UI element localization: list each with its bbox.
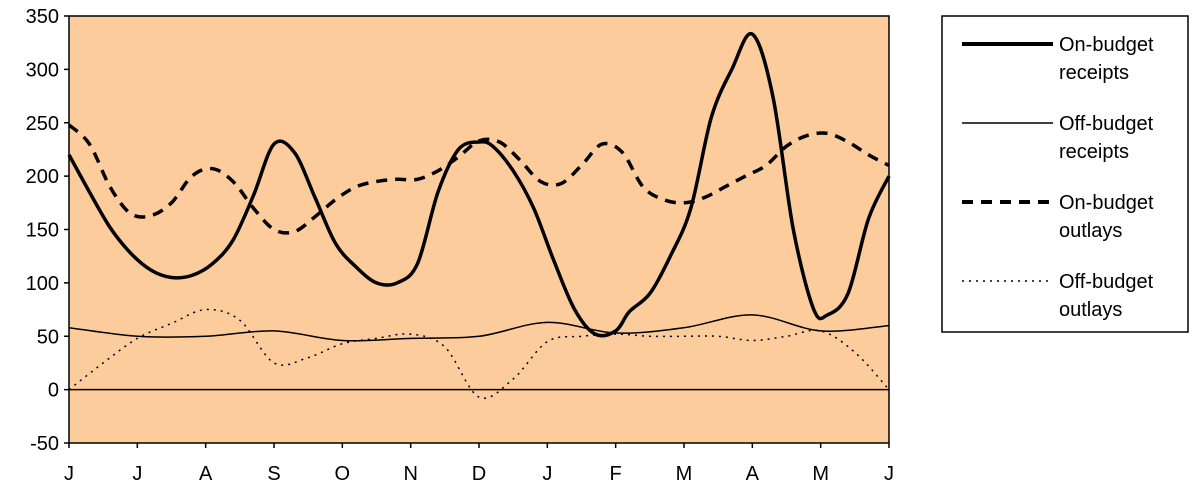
plot-area	[68, 15, 890, 444]
y-tick-label: 0	[48, 380, 59, 402]
x-tick-label: F	[610, 463, 622, 485]
x-tick-label: M	[676, 463, 693, 485]
y-tick-label: 250	[26, 113, 59, 135]
series-off-budget-receipts	[68, 314, 890, 342]
x-tick-label: J	[884, 463, 894, 485]
x-tick-label: D	[472, 463, 486, 485]
series-on-budget-receipts	[67, 32, 891, 338]
series-off-budget-outlays	[68, 308, 890, 399]
x-tick-label: J	[542, 463, 552, 485]
x-tick-label: M	[812, 463, 829, 485]
x-tick-label: S	[267, 463, 280, 485]
x-tick-label: J	[132, 463, 142, 485]
legend-label-off-budget-outlays-line1: Off-budget	[1059, 271, 1154, 293]
legend-label-on-budget-receipts-line1: On-budget	[1059, 34, 1154, 56]
x-tick-label: J	[64, 463, 74, 485]
y-tick-label: 50	[37, 326, 59, 348]
y-tick-label: 300	[26, 59, 59, 81]
y-tick-label: 150	[26, 220, 59, 242]
y-tick-label: 100	[26, 273, 59, 295]
series-layer	[67, 32, 891, 399]
legend: On-budget receipts Off-budget receipts O…	[941, 15, 1189, 333]
legend-label-on-budget-receipts-line2: receipts	[1059, 62, 1129, 84]
legend-label-on-budget-outlays-line2: outlays	[1059, 220, 1122, 242]
legend-label-off-budget-receipts-line1: Off-budget	[1059, 113, 1154, 135]
x-tick-label: A	[199, 463, 213, 485]
x-tick-label: O	[335, 463, 351, 485]
y-tick-label: -50	[30, 433, 59, 455]
y-tick-label: 350	[26, 6, 59, 28]
legend-label-off-budget-outlays-line2: outlays	[1059, 299, 1122, 321]
series-on-budget-outlays	[67, 123, 890, 235]
x-tick-label: N	[403, 463, 417, 485]
y-axis: 350 300 250 200 150 100 50 0 -50	[26, 6, 69, 455]
x-tick-label: A	[746, 463, 760, 485]
legend-box	[941, 15, 1189, 333]
y-tick-label: 200	[26, 166, 59, 188]
legend-label-on-budget-outlays-line1: On-budget	[1059, 192, 1154, 214]
legend-label-off-budget-receipts-line2: receipts	[1059, 141, 1129, 163]
